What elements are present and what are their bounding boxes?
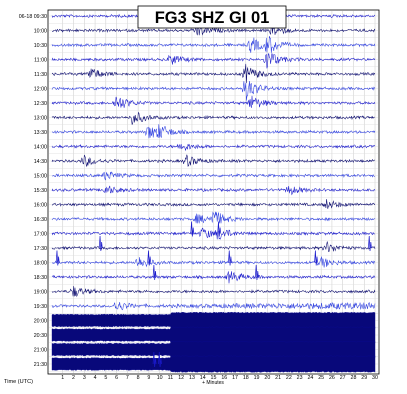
trace-row — [51, 63, 375, 84]
row-label: 20:00 — [34, 319, 47, 325]
trace-row — [51, 301, 376, 311]
trace-row — [51, 271, 376, 284]
x-tick-label: 22 — [286, 375, 292, 381]
traces — [51, 13, 376, 373]
row-label: 10:30 — [34, 43, 47, 49]
row-label: 15:00 — [34, 174, 47, 180]
trace-row — [51, 154, 376, 168]
trace-spike — [314, 250, 318, 266]
trace-row — [51, 185, 376, 196]
x-tick-label: 17 — [232, 375, 238, 381]
row-label: 19:30 — [34, 304, 47, 310]
x-tick-label: 3 — [83, 375, 86, 381]
x-tick-label: 8 — [137, 375, 140, 381]
trace-row — [51, 240, 376, 253]
row-label: 17:00 — [34, 232, 47, 238]
x-tick-label: 30 — [372, 375, 378, 381]
trace-row — [51, 52, 376, 69]
x-tick-label: 11 — [168, 375, 174, 381]
x-tick-label: 14 — [200, 375, 206, 381]
y-axis-label: Time (UTC) — [4, 379, 33, 385]
row-labels: 06-18 09:30 10:00 10:30 11:00 11:30 12:00 12:3… — [19, 14, 47, 368]
row-label: 14:30 — [34, 159, 47, 165]
x-tick-label: 2 — [72, 375, 75, 381]
x-tick-label: 23 — [297, 375, 303, 381]
minute-tick-labels: 1 2 3 4 5 6 7 8 9 10 11 12 13 14 15 16 17 18 19 20 21 22 23 24 2… — [61, 375, 378, 381]
row-label: 10:00 — [34, 29, 47, 35]
x-tick-label: 5 — [104, 375, 107, 381]
row-label: 06-18 09:30 — [19, 14, 47, 20]
row-label: 13:30 — [34, 130, 47, 136]
x-tick-label: 9 — [147, 375, 150, 381]
trace-row — [51, 124, 376, 139]
trace-row — [51, 286, 376, 298]
x-tick-label: 25 — [318, 375, 324, 381]
trace-row — [51, 171, 376, 181]
x-tick-label: 18 — [243, 375, 249, 381]
row-label: 19:00 — [34, 290, 47, 296]
row-label: 12:30 — [34, 101, 47, 107]
trace-row — [51, 256, 376, 268]
x-tick-label: 16 — [221, 375, 227, 381]
x-tick-label: 15 — [211, 375, 217, 381]
x-tick-label: 19 — [254, 375, 260, 381]
trace-row — [51, 227, 376, 240]
row-label: 11:00 — [34, 58, 47, 64]
trace-spike — [55, 250, 60, 266]
trace-row — [51, 36, 376, 53]
trace-row — [51, 199, 376, 209]
x-tick-label: 29 — [361, 375, 367, 381]
trace-spike — [228, 250, 232, 266]
row-label: 16:30 — [34, 217, 47, 223]
trace-row — [51, 211, 376, 224]
row-label: 12:00 — [34, 87, 47, 93]
x-tick-label: 26 — [329, 375, 335, 381]
trace-spike — [152, 351, 157, 368]
row-label: 20:30 — [34, 333, 47, 339]
row-label: 14:00 — [34, 145, 47, 151]
row-label: 11:30 — [34, 72, 47, 78]
trace-spike — [190, 221, 195, 237]
chart-title: FG3 SHZ GI 01 — [155, 9, 270, 27]
x-tick-label: 24 — [307, 375, 313, 381]
row-label: 18:00 — [34, 261, 47, 267]
x-tick-label: 13 — [189, 375, 195, 381]
row-label: 21:30 — [34, 362, 47, 368]
trace-row — [51, 80, 376, 101]
trace-row — [51, 95, 376, 108]
x-tick-label: 12 — [178, 375, 184, 381]
title-box — [137, 5, 287, 29]
trace-row — [51, 143, 376, 152]
x-tick-label: 10 — [157, 375, 163, 381]
row-label: 17:30 — [34, 246, 47, 252]
trace-spike — [255, 264, 259, 281]
x-tick-label: 1 — [61, 375, 64, 381]
row-label: 16:00 — [34, 203, 47, 209]
x-tick-label: 20 — [264, 375, 270, 381]
row-label: 13:00 — [34, 116, 47, 122]
x-tick-label: 21 — [275, 375, 281, 381]
row-label: 18:30 — [34, 275, 47, 281]
trace-spike — [152, 264, 157, 281]
row-label: 15:30 — [34, 188, 47, 194]
trace-spike — [98, 235, 103, 252]
trace-spike — [158, 351, 162, 368]
trace-spike — [217, 221, 222, 237]
trace-row-saturated — [51, 311, 376, 330]
x-tick-label: 4 — [94, 375, 97, 381]
trace-row — [51, 24, 376, 36]
row-label: 21:00 — [34, 348, 47, 354]
x-tick-label: 27 — [340, 375, 346, 381]
trace-row-saturated — [51, 355, 376, 373]
x-tick-label: 28 — [351, 375, 357, 381]
trace-row-saturated — [51, 340, 376, 359]
x-tick-label: 7 — [126, 375, 129, 381]
x-axis-label: + Minutes — [202, 380, 224, 386]
x-tick-label: 6 — [115, 375, 118, 381]
trace-spike — [147, 250, 152, 266]
trace-row — [51, 111, 375, 125]
trace-spike — [368, 235, 372, 252]
